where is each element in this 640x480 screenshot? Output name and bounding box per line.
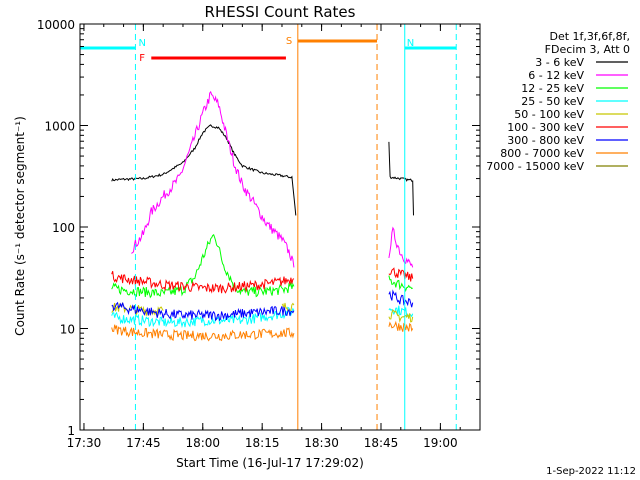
series-line-0 — [388, 141, 414, 216]
series-line-4 — [388, 309, 414, 324]
legend-entry-label: 6 - 12 keV — [528, 69, 584, 82]
series-line-0 — [111, 124, 297, 216]
x-tick-label: 18:15 — [245, 436, 280, 450]
legend-entry-label: 50 - 100 keV — [514, 108, 584, 121]
series-line-6 — [111, 301, 295, 322]
series-line-1 — [388, 226, 414, 268]
y-tick-label: 1 — [67, 424, 75, 438]
legend-entry-label: 25 - 50 keV — [521, 95, 584, 108]
series-line-5 — [111, 271, 295, 294]
axis-layer: 17:30 17:45 18:00 18:15 18:30 18:45 19:00 1 10 10… — [37, 18, 481, 450]
series-line-7 — [388, 320, 414, 332]
plot-frame — [79, 23, 481, 431]
annotation-layer: N NFS — [79, 24, 457, 430]
x-tick-label: 18:45 — [364, 436, 399, 450]
series-line-6 — [388, 289, 414, 308]
legend-entry-label: 800 - 7000 keV — [500, 147, 584, 160]
annotation-label-f: F — [139, 53, 145, 64]
x-tick-label: 18:00 — [185, 436, 220, 450]
legend: Det 1f,3f,6f,8f, FDecim 3, Att 0 3 - 6 k… — [486, 30, 630, 173]
annotation-label-n: N — [138, 38, 145, 49]
legend-entry-label: 3 - 6 keV — [535, 56, 584, 69]
chart-title: RHESSI Count Rates — [205, 3, 356, 21]
legend-entry-label: 12 - 25 keV — [521, 82, 584, 95]
series-line-1 — [131, 90, 295, 268]
series-line-7 — [111, 324, 295, 342]
annotation-label-s: S — [286, 36, 292, 47]
series-line-2 — [388, 275, 413, 292]
legend-entry-label: 7000 - 15000 keV — [486, 160, 584, 173]
x-tick-label: 17:30 — [67, 436, 102, 450]
legend-entry-label: 100 - 300 keV — [507, 121, 584, 134]
x-axis-label: Start Time (16-Jul-17 17:29:02) — [176, 456, 364, 470]
y-tick-label: 100 — [52, 221, 75, 235]
data-layer — [111, 90, 414, 342]
series-line-3 — [111, 306, 295, 329]
footer-timestamp: 1-Sep-2022 11:12 — [546, 466, 636, 477]
y-axis-label: Count Rate (s⁻¹ detector segment⁻¹) — [13, 116, 27, 336]
y-tick-label: 10000 — [37, 18, 75, 32]
legend-header-line-2: FDecim 3, Att 0 — [545, 43, 630, 56]
y-tick-label: 10 — [60, 323, 75, 337]
x-tick-label: 18:30 — [304, 436, 339, 450]
legend-header-line-1: Det 1f,3f,6f,8f, — [549, 30, 630, 43]
series-line-5 — [388, 267, 414, 282]
x-tick-label: 19:00 — [423, 436, 458, 450]
annotation-label-n: N — [407, 38, 414, 49]
legend-entry-label: 300 - 800 keV — [507, 134, 584, 147]
x-tick-label: 17:45 — [126, 436, 161, 450]
series-line-2 — [111, 234, 295, 299]
y-tick-label: 1000 — [44, 120, 75, 134]
